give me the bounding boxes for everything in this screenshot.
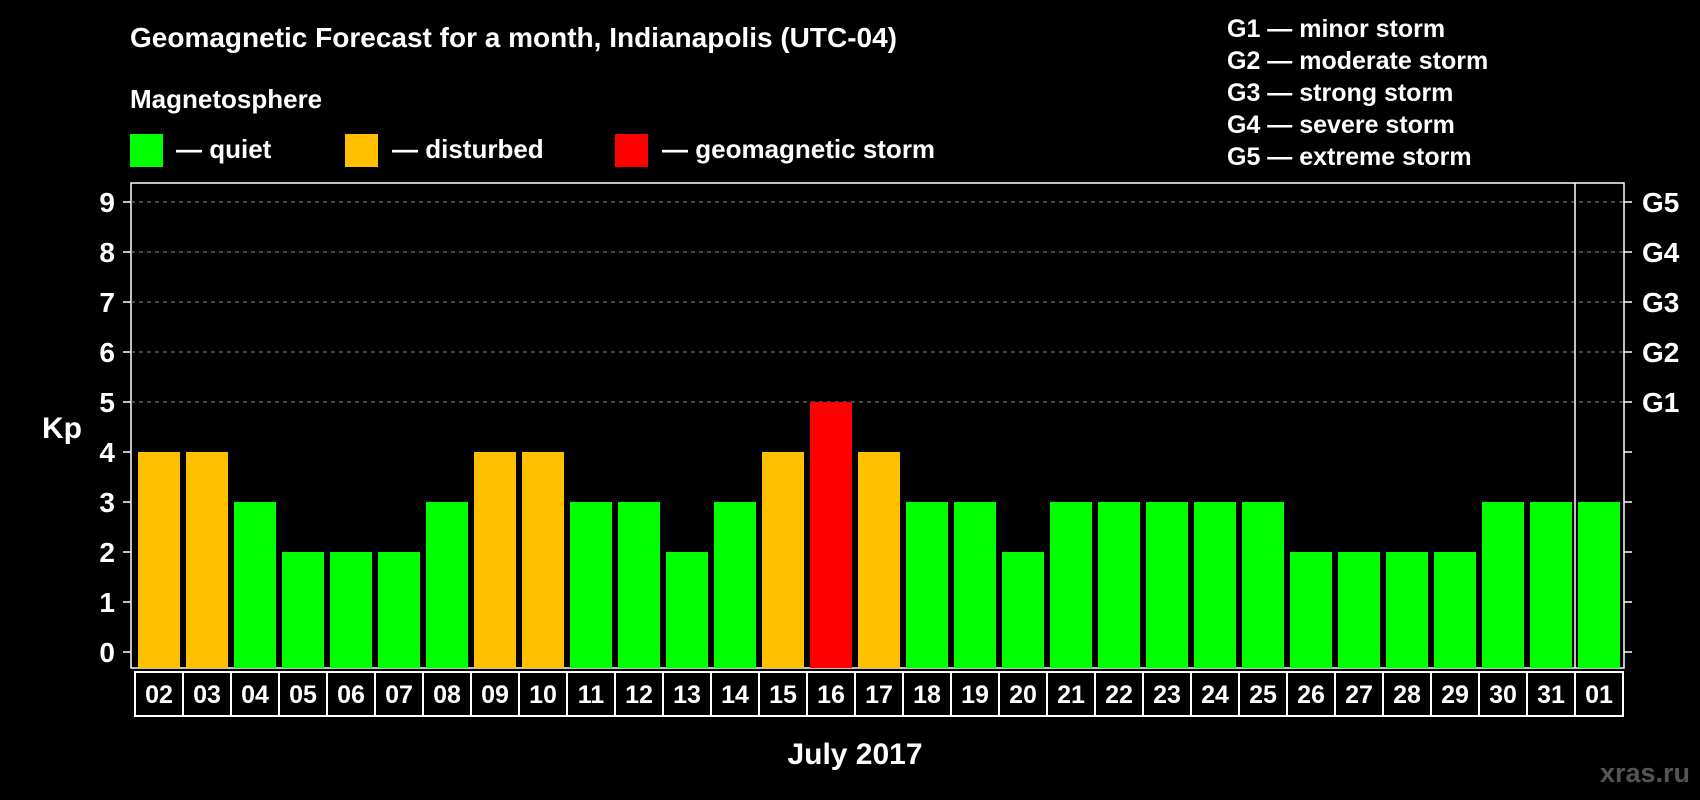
y-tick-label: 1 [99,587,115,618]
legend-label-disturbed: — disturbed [392,134,544,164]
bar-day-20 [1002,552,1044,668]
y-axis-label: Kp [42,412,82,445]
x-tick-label-24: 24 [1201,681,1229,709]
x-tick-label-17: 17 [865,681,893,709]
storm-key-g3: G3 — strong storm [1227,79,1453,107]
y-tick-label: 0 [99,637,115,668]
g-scale-label-g4: G4 [1642,237,1680,268]
chart-title: Geomagnetic Forecast for a month, Indian… [130,22,897,53]
x-tick-label-01: 01 [1585,681,1613,709]
x-tick-label-19: 19 [961,681,989,709]
bar-day-04 [234,502,276,668]
bar-day-30 [1482,502,1524,668]
g-scale-label-g1: G1 [1642,387,1679,418]
g-scale-label-g5: G5 [1642,187,1679,218]
bar-day-14 [714,502,756,668]
legend-label-storm: — geomagnetic storm [662,134,935,164]
bar-day-27 [1338,552,1380,668]
bar-day-25 [1242,502,1284,668]
x-tick-label-12: 12 [625,681,653,709]
x-tick-label-18: 18 [913,681,941,709]
x-tick-label-30: 30 [1489,681,1517,709]
bar-day-05 [282,552,324,668]
bar-day-19 [954,502,996,668]
x-tick-label-26: 26 [1297,681,1325,709]
x-tick-label-25: 25 [1249,681,1277,709]
bar-day-12 [618,502,660,668]
bar-day-03 [186,452,228,668]
x-tick-label-31: 31 [1537,681,1565,709]
bar-day-24 [1194,502,1236,668]
x-tick-label-11: 11 [578,681,605,709]
bar-day-01 [1578,502,1620,668]
x-tick-label-21: 21 [1057,681,1085,709]
legend-label-quiet: — quiet [176,134,272,164]
bar-day-18 [906,502,948,668]
x-tick-label-07: 07 [385,681,413,709]
x-tick-label-23: 23 [1153,681,1181,709]
y-tick-label: 5 [99,387,115,418]
bar-day-17 [858,452,900,668]
bar-day-02 [138,452,180,668]
g-scale-label-g2: G2 [1642,337,1679,368]
x-tick-label-06: 06 [337,681,365,709]
x-tick-label-20: 20 [1009,681,1037,709]
bar-day-08 [426,502,468,668]
bar-day-11 [570,502,612,668]
x-tick-label-22: 22 [1105,681,1133,709]
grid-layer [131,201,1624,403]
bar-day-22 [1098,502,1140,668]
storm-key-g5: G5 — extreme storm [1227,143,1472,171]
y-tick-label: 4 [99,437,115,468]
bar-day-28 [1386,552,1428,668]
x-tick-label-15: 15 [769,681,797,709]
storm-key-g1: G1 — minor storm [1227,15,1445,43]
y-tick-label: 3 [99,487,115,518]
bar-day-09 [474,452,516,668]
storm-key-g4: G4 — severe storm [1227,111,1455,139]
x-tick-label-02: 02 [145,681,173,709]
bar-day-21 [1050,502,1092,668]
y-tick-label: 6 [99,337,115,368]
storm-key-g2: G2 — moderate storm [1227,47,1488,75]
x-tick-label-14: 14 [721,681,749,709]
x-axis-label: July 2017 [787,738,922,771]
bar-day-31 [1530,502,1572,668]
bar-day-23 [1146,502,1188,668]
x-tick-label-16: 16 [817,681,845,709]
bar-day-26 [1290,552,1332,668]
bar-day-13 [666,552,708,668]
legend-swatch-quiet [130,134,163,167]
x-tick-label-04: 04 [241,681,269,709]
y-tick-label: 2 [99,537,115,568]
legend-swatch-storm [615,134,648,167]
x-tick-label-28: 28 [1393,681,1421,709]
legend-swatch-disturbed [345,134,378,167]
bar-layer [138,402,1620,668]
legend-title: Magnetosphere [130,84,322,114]
x-tick-label-27: 27 [1345,681,1373,709]
date-row-frame [134,671,1624,717]
x-tick-label-09: 09 [481,681,509,709]
bar-day-16 [810,402,852,668]
bar-day-10 [522,452,564,668]
y-tick-label: 9 [99,187,115,218]
x-tick-label-03: 03 [193,681,221,709]
x-tick-label-08: 08 [433,681,461,709]
bar-day-15 [762,452,804,668]
watermark: xras.ru [1600,758,1690,788]
x-tick-label-29: 29 [1441,681,1469,709]
g-scale-label-g3: G3 [1642,287,1679,318]
y-tick-label: 7 [99,287,115,318]
bar-day-07 [378,552,420,668]
x-tick-label-13: 13 [673,681,701,709]
x-tick-label-05: 05 [289,681,317,709]
y-tick-label: 8 [99,237,115,268]
bar-day-06 [330,552,372,668]
x-tick-label-10: 10 [529,681,557,709]
bar-day-29 [1434,552,1476,668]
